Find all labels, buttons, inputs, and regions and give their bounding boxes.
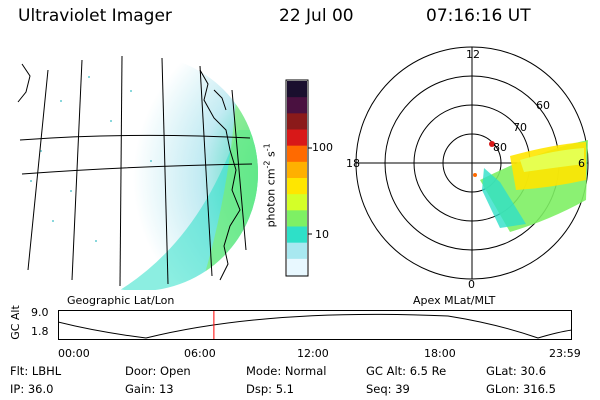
xtick-0600: 06:00 xyxy=(184,347,216,360)
status-mode: Mode: Normal xyxy=(246,364,327,378)
polar-plot xyxy=(355,46,589,280)
observation-date: 22 Jul 00 xyxy=(279,6,354,26)
altitude-ylabel: GC Alt xyxy=(8,305,22,340)
geographic-image-panel xyxy=(17,55,258,290)
polar-label-18: 18 xyxy=(346,157,360,170)
polar-auroral-band xyxy=(473,140,588,232)
status-gain: Gain: 13 xyxy=(125,382,174,396)
colorbar-cell xyxy=(287,97,307,114)
colorbar-cell xyxy=(287,194,307,211)
xtick-1800: 18:00 xyxy=(424,347,456,360)
polar-lat-60: 60 xyxy=(536,99,550,112)
colorbar-tick-100: 100 xyxy=(312,141,333,154)
colorbar-cell xyxy=(287,226,307,244)
polar-lat-80: 80 xyxy=(493,141,507,154)
instrument-title: Ultraviolet Imager xyxy=(18,6,172,26)
altitude-plot xyxy=(58,310,573,340)
status-dsp: Dsp: 5.1 xyxy=(246,382,294,396)
colorbar-cell xyxy=(287,258,307,276)
polar-panel-label: Apex MLat/MLT xyxy=(413,294,496,307)
status-glat: GLat: 30.6 xyxy=(486,364,547,378)
altitude-curve xyxy=(58,313,573,339)
status-gc-alt: GC Alt: 6.5 Re xyxy=(366,364,447,378)
geo-grid xyxy=(19,55,253,287)
status-seq: Seq: 39 xyxy=(366,382,410,396)
colorbar-cell xyxy=(287,81,307,98)
colorbar-cell xyxy=(287,242,307,260)
colorbar-cell xyxy=(287,178,307,195)
colorbar-cells xyxy=(287,81,307,276)
xtick-0000: 00:00 xyxy=(58,347,90,360)
colorbar-unit-label: photon cm-2 s-1 xyxy=(262,143,278,228)
colorbar-tick-10: 10 xyxy=(315,228,329,241)
colorbar xyxy=(285,79,312,277)
polar-label-6: 6 xyxy=(578,157,585,170)
xtick-2359: 23:59 xyxy=(549,347,581,360)
colorbar-cell xyxy=(287,113,307,130)
geo-panel-label: Geographic Lat/Lon xyxy=(67,294,175,307)
polar-label-0: 0 xyxy=(468,278,475,291)
coastlines xyxy=(17,63,241,281)
observation-time: 07:16:16 UT xyxy=(426,6,531,26)
geo-disk xyxy=(22,55,258,290)
xtick-1200: 12:00 xyxy=(297,347,329,360)
polar-label-12: 12 xyxy=(466,48,480,61)
colorbar-cell xyxy=(287,129,307,147)
polar-lat-70: 70 xyxy=(513,121,527,134)
status-glon: GLon: 316.5 xyxy=(486,382,556,396)
geo-speckle xyxy=(30,76,152,242)
altitude-ytick-low: 1.8 xyxy=(31,325,49,338)
status-flt: Flt: LBHL xyxy=(10,364,62,378)
colorbar-cell xyxy=(287,210,307,227)
colorbar-cell xyxy=(287,145,307,163)
altitude-ytick-high: 9.0 xyxy=(31,306,49,319)
colorbar-cell xyxy=(287,161,307,179)
status-ip: IP: 36.0 xyxy=(10,382,54,396)
status-door: Door: Open xyxy=(125,364,191,378)
